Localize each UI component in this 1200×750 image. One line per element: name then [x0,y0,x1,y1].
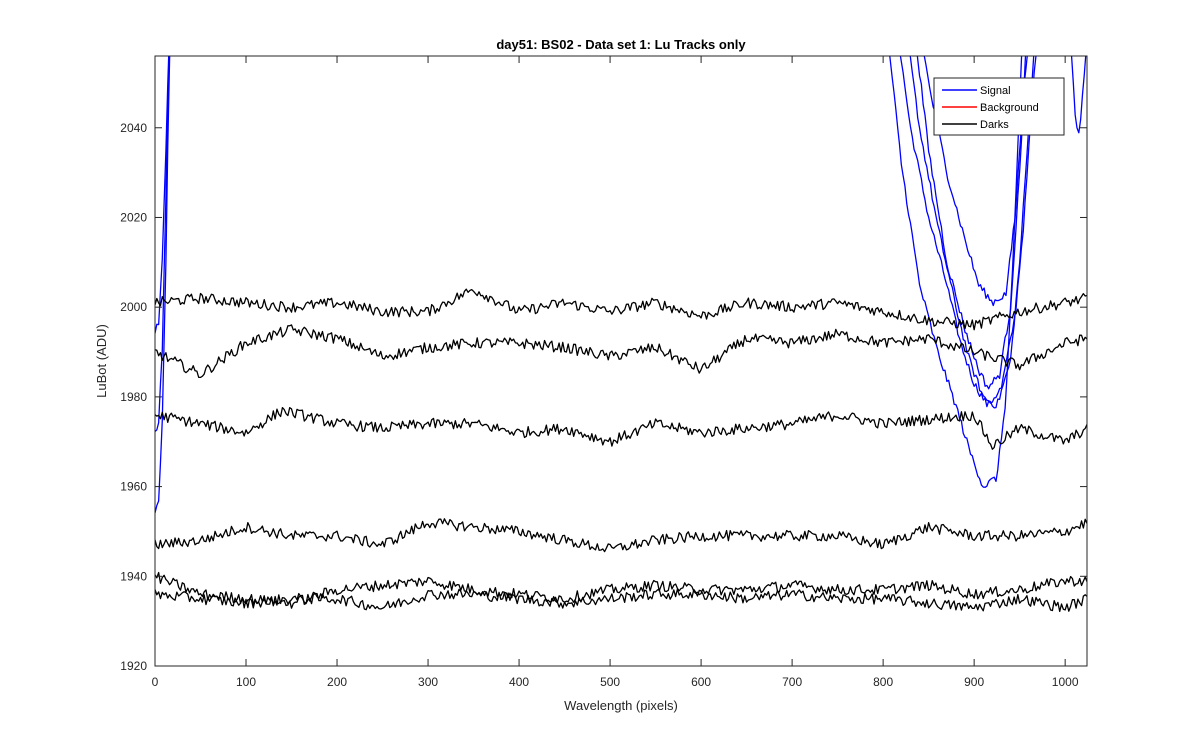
signal-series-line-5 [1070,56,1087,134]
signal-series-line-4 [916,56,1027,390]
darks-series-line-11 [155,588,1087,613]
x-tick-label: 200 [327,675,347,689]
y-tick-label: 2040 [120,121,147,135]
x-tick-label: 300 [418,675,438,689]
legend-entries: Signal Background Darks [942,85,1039,131]
x-tick-label: 800 [873,675,893,689]
x-tick-label: 400 [509,675,529,689]
y-axis-label: LuBot (ADU) [94,324,109,398]
y-tick-label: 1960 [120,480,147,494]
ticks-layer: 0 100 200 300 400 500 600 700 800 900 1000 1920 1940… [120,56,1087,689]
x-tick-label: 0 [152,675,159,689]
darks-series-line-7 [155,324,1087,379]
darks-series-line-8 [155,406,1087,450]
legend-label-background: Background [980,102,1039,114]
y-tick-label: 1920 [120,659,147,673]
x-axis-label: Wavelength (pixels) [564,698,678,713]
darks-series-line-6 [155,288,1087,331]
plot-background [155,56,1087,666]
darks-series-line-9 [155,518,1087,553]
y-tick-label: 2020 [120,210,147,224]
chart-title: day51: BS02 - Data set 1: Lu Tracks only [496,37,746,52]
y-tick-label: 1980 [120,390,147,404]
legend-label-signal: Signal [980,85,1011,97]
series-layer [155,56,1087,613]
legend: Signal Background Darks [933,77,1065,136]
x-tick-label: 600 [691,675,711,689]
x-tick-label: 100 [236,675,256,689]
plot-frame [154,55,1088,667]
x-tick-label: 900 [964,675,984,689]
x-tick-label: 700 [782,675,802,689]
legend-label-darks: Darks [980,119,1009,131]
y-tick-label: 1940 [120,569,147,583]
x-tick-label: 1000 [1052,675,1079,689]
x-tick-label: 500 [600,675,620,689]
y-tick-label: 2000 [120,300,147,314]
